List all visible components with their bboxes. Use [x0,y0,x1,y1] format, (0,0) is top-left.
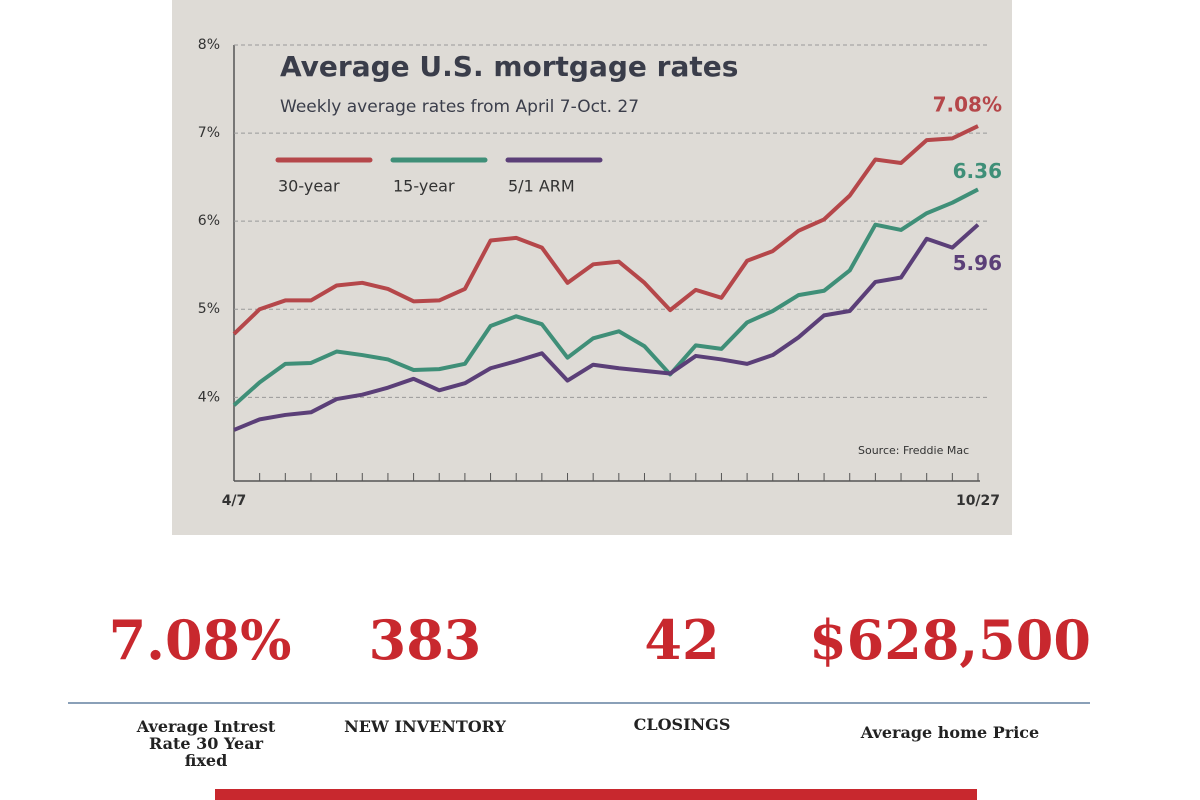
stat-label: Average home Price [860,723,1040,742]
legend-label: 30-year [278,177,340,196]
chart: Average U.S. mortgage rates Weekly avera… [172,0,1012,535]
divider [68,702,1090,704]
stat-label: CLOSINGS [633,715,731,734]
stat-value: 42 [644,608,720,672]
y-tick-label: 5% [198,301,220,317]
data-label: 5.96 [953,251,1002,275]
data-label: 7.08% [933,93,1002,117]
series-line [232,124,979,336]
x-tick-label: 4/7 [222,493,247,509]
legend-label: 5/1 ARM [508,177,575,196]
data-label: 6.36 [953,159,1002,183]
y-tick-label: 8% [198,37,220,53]
y-tick-label: 6% [198,213,220,229]
y-tick-label: 7% [198,125,220,141]
red-bar [215,789,977,800]
stat-value: 7.08% [108,608,292,672]
x-tick-label: 10/27 [956,493,1000,509]
stat-value: $628,500 [809,608,1091,672]
stat-label: NEW INVENTORY [344,717,506,736]
stat-value: 383 [368,608,482,672]
legend-label: 15-year [393,177,455,196]
stat-label: Average Intrest Rate 30 Year fixed [136,717,276,770]
chart-title: Average U.S. mortgage rates [280,50,738,83]
y-tick-label: 4% [198,389,220,405]
series-line [232,187,979,407]
chart-subtitle: Weekly average rates from April 7-Oct. 2… [280,97,639,117]
source-note: Source: Freddie Mac [858,444,969,457]
series-line [233,223,980,432]
